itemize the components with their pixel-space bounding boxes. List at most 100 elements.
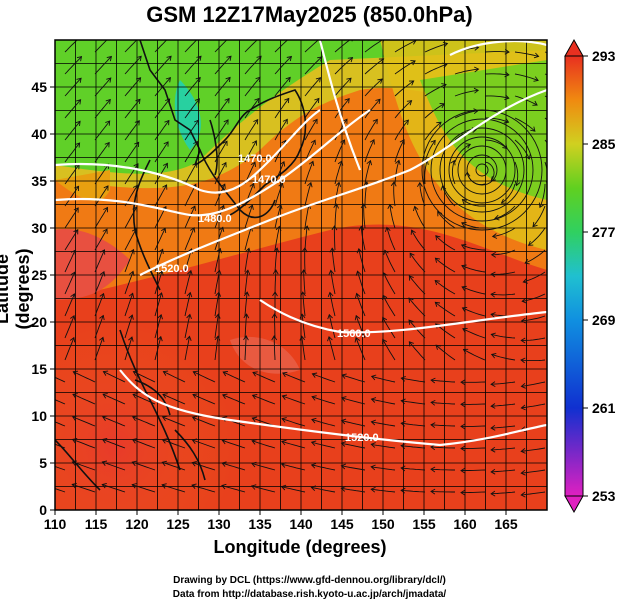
streamline-arrow bbox=[434, 279, 440, 286]
streamline-arrow bbox=[400, 465, 406, 472]
streamline bbox=[514, 117, 536, 132]
streamline bbox=[528, 227, 546, 246]
streamline bbox=[244, 205, 253, 229]
streamline bbox=[424, 43, 448, 53]
streamline bbox=[401, 400, 426, 405]
streamline-arrow bbox=[406, 100, 413, 106]
streamline-arrow bbox=[197, 35, 202, 40]
streamline bbox=[244, 77, 261, 97]
streamline-arrow bbox=[370, 464, 376, 471]
streamline bbox=[72, 461, 96, 471]
streamline-arrow bbox=[221, 461, 227, 467]
streamline-arrow bbox=[378, 58, 385, 64]
streamline-arrow bbox=[530, 126, 536, 132]
streamline-arrow bbox=[214, 335, 221, 341]
streamline-arrow bbox=[214, 313, 221, 319]
streamline bbox=[330, 270, 336, 295]
streamline-arrow bbox=[225, 76, 231, 83]
streamline-arrow bbox=[282, 371, 288, 378]
streamline bbox=[214, 314, 219, 339]
streamline bbox=[389, 204, 396, 229]
streamline-arrow bbox=[461, 306, 468, 313]
streamline bbox=[214, 77, 231, 97]
streamline bbox=[124, 271, 134, 295]
colorbar-tick-label: 269 bbox=[592, 312, 616, 328]
streamline bbox=[94, 228, 108, 251]
streamline-arrow bbox=[312, 118, 318, 125]
streamline bbox=[55, 376, 66, 383]
streamline-arrow bbox=[99, 314, 105, 321]
streamline bbox=[334, 77, 352, 97]
streamline-arrow bbox=[250, 484, 257, 490]
streamline bbox=[424, 83, 447, 97]
streamline bbox=[364, 78, 383, 97]
streamline-arrow bbox=[358, 225, 365, 231]
streamline-arrow bbox=[99, 292, 105, 299]
streamline bbox=[304, 204, 310, 229]
streamline bbox=[328, 314, 336, 339]
y-tick-label: 45 bbox=[31, 79, 47, 95]
streamline-arrow bbox=[132, 184, 138, 191]
streamline bbox=[64, 121, 81, 141]
streamline-arrow bbox=[191, 461, 197, 467]
streamline-arrow bbox=[460, 401, 466, 408]
streamline-arrow bbox=[71, 482, 77, 489]
streamline bbox=[64, 315, 75, 339]
streamline bbox=[491, 491, 516, 495]
streamline-arrow bbox=[73, 228, 79, 235]
streamline-arrow bbox=[337, 160, 344, 166]
streamline bbox=[251, 463, 276, 471]
streamline-arrow bbox=[370, 486, 376, 493]
streamline bbox=[303, 269, 306, 295]
streamline bbox=[331, 248, 336, 273]
streamline-arrow bbox=[191, 483, 197, 489]
streamline bbox=[94, 40, 108, 53]
streamline bbox=[501, 183, 516, 204]
streamline bbox=[222, 394, 246, 405]
streamline-arrow bbox=[560, 105, 565, 110]
streamline bbox=[124, 40, 138, 53]
x-tick-label: 165 bbox=[494, 516, 518, 532]
streamline bbox=[184, 314, 191, 339]
streamline-arrow bbox=[128, 314, 134, 320]
streamline bbox=[214, 119, 229, 141]
credit-data: Data from http://database.rish.kyoto-u.a… bbox=[172, 589, 447, 600]
streamline-arrow bbox=[462, 327, 468, 334]
streamline-arrow bbox=[70, 315, 76, 321]
x-tick-label: 115 bbox=[85, 516, 108, 532]
streamline bbox=[73, 371, 96, 383]
streamline-arrow bbox=[71, 438, 78, 444]
streamline bbox=[401, 377, 426, 383]
streamline-arrow bbox=[243, 313, 250, 319]
streamline bbox=[484, 161, 495, 181]
streamline bbox=[192, 439, 216, 449]
streamline-arrow bbox=[193, 140, 199, 147]
streamline bbox=[424, 140, 436, 163]
streamline bbox=[304, 161, 314, 185]
streamline bbox=[124, 314, 133, 339]
streamline-arrow bbox=[271, 313, 278, 319]
streamline bbox=[356, 293, 366, 317]
streamline bbox=[430, 490, 455, 493]
streamline-arrow bbox=[191, 438, 198, 444]
streamline-arrow bbox=[131, 228, 137, 234]
streamline bbox=[491, 469, 516, 473]
streamline-arrow bbox=[253, 118, 259, 125]
streamline bbox=[355, 337, 366, 361]
streamline bbox=[103, 371, 126, 383]
streamline-arrow bbox=[162, 370, 169, 376]
streamline bbox=[274, 98, 290, 119]
streamline bbox=[192, 394, 216, 405]
streamline bbox=[154, 98, 171, 119]
streamline-arrow bbox=[377, 78, 383, 84]
streamline bbox=[124, 142, 140, 163]
streamline bbox=[544, 51, 547, 54]
streamline-arrow bbox=[131, 438, 138, 444]
streamline bbox=[386, 227, 396, 251]
streamline-arrow bbox=[75, 99, 82, 105]
streamline-arrow bbox=[460, 379, 466, 386]
streamline bbox=[274, 226, 280, 251]
streamline-arrow bbox=[538, 202, 545, 209]
streamline bbox=[363, 204, 366, 229]
cyclone-ring bbox=[466, 154, 498, 186]
